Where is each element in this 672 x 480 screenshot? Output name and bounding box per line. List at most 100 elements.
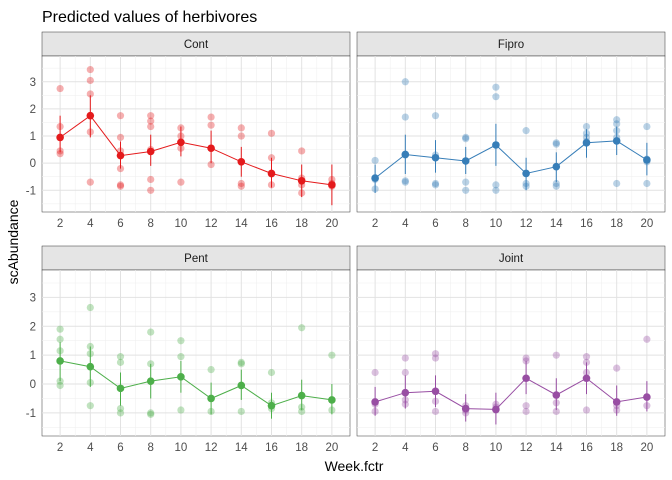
raw-data-point — [237, 124, 245, 132]
raw-data-point — [552, 182, 560, 190]
raw-data-point — [147, 328, 155, 336]
raw-data-point — [522, 354, 530, 362]
raw-data-point — [431, 350, 440, 358]
x-tick-label: 20 — [325, 218, 338, 230]
facet-strip-label: Joint — [499, 253, 524, 265]
x-tick-label: 20 — [325, 442, 338, 454]
raw-data-point — [147, 410, 155, 418]
raw-data-point — [462, 133, 470, 141]
x-tick-label: 8 — [463, 442, 469, 454]
y-tick-label: -1 — [26, 185, 36, 197]
facet-panel-fipro: Fipro 2 4 6 8 10 12 14 16 18 20 — [356, 31, 666, 230]
raw-data-point — [177, 337, 185, 345]
raw-data-point — [177, 353, 185, 361]
raw-data-point — [298, 147, 306, 155]
raw-data-point — [431, 181, 440, 189]
raw-data-point — [401, 368, 409, 377]
x-tick-label: 2 — [57, 442, 63, 454]
facet-strip — [41, 31, 351, 57]
raw-data-point — [86, 178, 94, 186]
facet-strip — [41, 245, 351, 271]
raw-data-point — [492, 83, 500, 91]
x-tick-label: 4 — [87, 218, 94, 230]
raw-data-point — [147, 112, 155, 120]
predicted-point — [207, 144, 215, 153]
raw-data-point — [401, 113, 409, 121]
x-tick-label: 18 — [295, 218, 308, 230]
raw-data-point — [56, 150, 64, 158]
raw-data-point — [582, 406, 591, 414]
predicted-point — [371, 398, 379, 406]
predicted-point — [146, 147, 155, 156]
x-tick-label: 6 — [432, 218, 438, 230]
x-tick-label: 16 — [265, 442, 278, 454]
raw-data-point — [116, 112, 125, 120]
raw-data-point — [86, 303, 94, 312]
facet-strip-label: Fipro — [498, 39, 524, 51]
raw-data-point — [237, 182, 245, 190]
predicted-point — [177, 138, 185, 147]
raw-data-point — [298, 324, 306, 332]
chart-title: Predicted values of herbivores — [42, 9, 257, 26]
y-tick-label: 1 — [30, 131, 36, 143]
predicted-point — [146, 377, 155, 385]
y-tick-label: 0 — [30, 158, 36, 170]
predicted-point — [297, 177, 306, 185]
x-tick-label: 2 — [372, 218, 378, 230]
predicted-point — [116, 384, 125, 393]
raw-data-point — [613, 179, 621, 188]
predicted-line — [374, 140, 648, 179]
raw-data-point — [613, 120, 621, 128]
predicted-point — [401, 150, 410, 159]
x-tick-label: 14 — [235, 218, 248, 230]
facet-panel-joint: Joint 2 4 6 8 10 12 14 16 18 20 — [356, 245, 666, 454]
x-tick-label: 6 — [432, 442, 438, 454]
raw-data-point — [582, 353, 591, 361]
predicted-point — [237, 381, 246, 390]
y-tick-label: 0 — [30, 379, 36, 391]
predicted-point — [56, 133, 64, 142]
raw-data-point — [267, 129, 276, 137]
predicted-point — [461, 157, 470, 165]
raw-data-point — [56, 335, 64, 343]
raw-data-point — [116, 409, 125, 417]
x-axis-title: Week.fctr — [325, 458, 384, 474]
x-tick-label: 16 — [580, 442, 593, 454]
raw-data-point — [267, 368, 276, 377]
raw-data-point — [643, 179, 651, 188]
facet-strip-label: Pent — [184, 253, 208, 265]
predicted-point — [431, 153, 440, 162]
raw-data-point — [147, 122, 155, 131]
raw-data-point — [116, 353, 125, 361]
raw-data-point — [431, 179, 440, 188]
raw-data-point — [116, 358, 125, 366]
x-tick-label: 12 — [205, 218, 218, 230]
x-tick-label: 8 — [148, 218, 154, 230]
x-tick-label: 14 — [550, 218, 563, 230]
raw-data-point — [298, 407, 306, 416]
predicted-point — [86, 362, 95, 371]
raw-data-point — [462, 178, 470, 186]
x-tick-label: 20 — [640, 218, 653, 230]
predicted-point — [522, 374, 530, 383]
raw-data-point — [237, 358, 245, 366]
predicted-point — [328, 181, 336, 189]
x-tick-label: 14 — [550, 442, 563, 454]
x-tick-label: 6 — [117, 218, 123, 230]
raw-data-point — [582, 122, 591, 131]
x-tick-label: 12 — [205, 442, 218, 454]
raw-data-point — [237, 407, 245, 416]
raw-data-point — [371, 368, 379, 377]
predicted-point — [116, 151, 125, 160]
raw-data-point — [177, 178, 185, 186]
raw-data-point — [462, 186, 470, 194]
predicted-point — [207, 394, 215, 403]
y-tick-label: -1 — [26, 408, 36, 420]
facet-strip — [356, 31, 666, 57]
predicted-point — [552, 391, 561, 399]
raw-data-point — [237, 132, 245, 140]
raw-data-point — [147, 186, 155, 194]
raw-data-point — [522, 407, 530, 416]
